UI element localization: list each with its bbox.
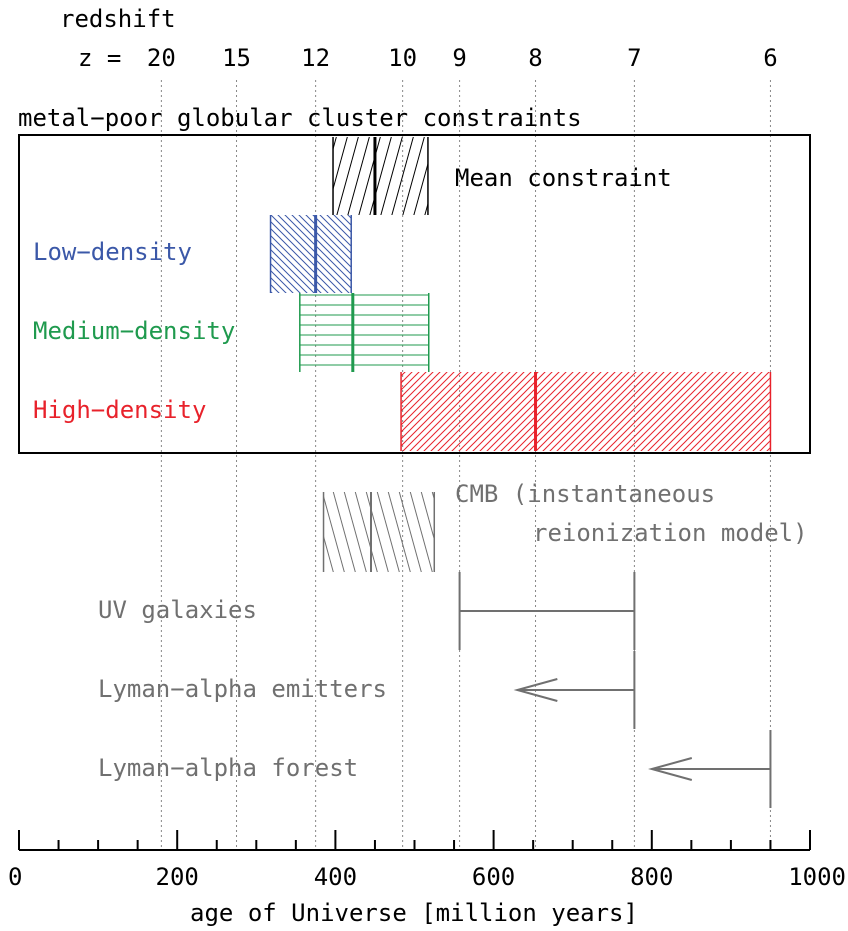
top-tick-label-z7: 7 (627, 44, 641, 72)
lyman-alpha-emitters-arrow-head (513, 678, 558, 702)
top-axis-title: redshift (60, 5, 176, 33)
top-axis-prefix: z = (78, 44, 121, 72)
high-density-label: High−density (33, 396, 206, 424)
x-tick-label-800: 800 (630, 863, 673, 891)
high-density-band (401, 372, 771, 451)
top-tick-label-z10: 10 (388, 44, 417, 72)
lyman-alpha-forest-arrow-head (648, 757, 693, 781)
redshift-gridlines (160, 80, 771, 848)
x-tick-label-400: 400 (314, 863, 357, 891)
x-axis: 0 200 400 600 800 1000 (8, 830, 846, 891)
low-density-label: Low−density (33, 238, 192, 266)
mean-constraint-label: Mean constraint (455, 164, 672, 192)
top-tick-label-z12: 12 (301, 44, 330, 72)
medium-density-band (299, 293, 429, 372)
lyman-alpha-forest-label: Lyman−alpha forest (98, 754, 358, 782)
medium-density-label: Medium−density (33, 317, 235, 345)
top-tick-label-z15: 15 (222, 44, 251, 72)
globular-cluster-constraints: Mean constraint Low−density Medium−density… (33, 137, 772, 451)
top-tick-label-z8: 8 (528, 44, 542, 72)
top-axis-ticks: 20 15 12 10 9 8 7 6 (147, 44, 778, 72)
cmb-label-line-1: CMB (instantaneous (455, 480, 715, 508)
cmb-band (323, 492, 435, 572)
globular-cluster-panel-frame (18, 134, 811, 454)
x-tick-label-600: 600 (472, 863, 515, 891)
x-axis-label: age of Universe [million years] (190, 899, 638, 927)
top-tick-label-z9: 9 (452, 44, 466, 72)
x-tick-label-200: 200 (156, 863, 199, 891)
x-tick-label-1000: 1000 (788, 863, 846, 891)
x-tick-label-0: 0 (8, 863, 22, 891)
mean-constraint-band (333, 137, 428, 215)
top-tick-label-z20: 20 (147, 44, 176, 72)
top-tick-label-z6: 6 (763, 44, 777, 72)
other-constraints: CMB (instantaneous reionization model) UV … (98, 480, 808, 808)
lyman-alpha-emitters-label: Lyman−alpha emitters (98, 675, 387, 703)
uv-galaxies-label: UV galaxies (98, 596, 257, 624)
low-density-band (270, 215, 352, 293)
panel-title: metal−poor globular cluster constraints (18, 104, 582, 132)
cmb-label-line-2: reionization model) (533, 519, 808, 547)
